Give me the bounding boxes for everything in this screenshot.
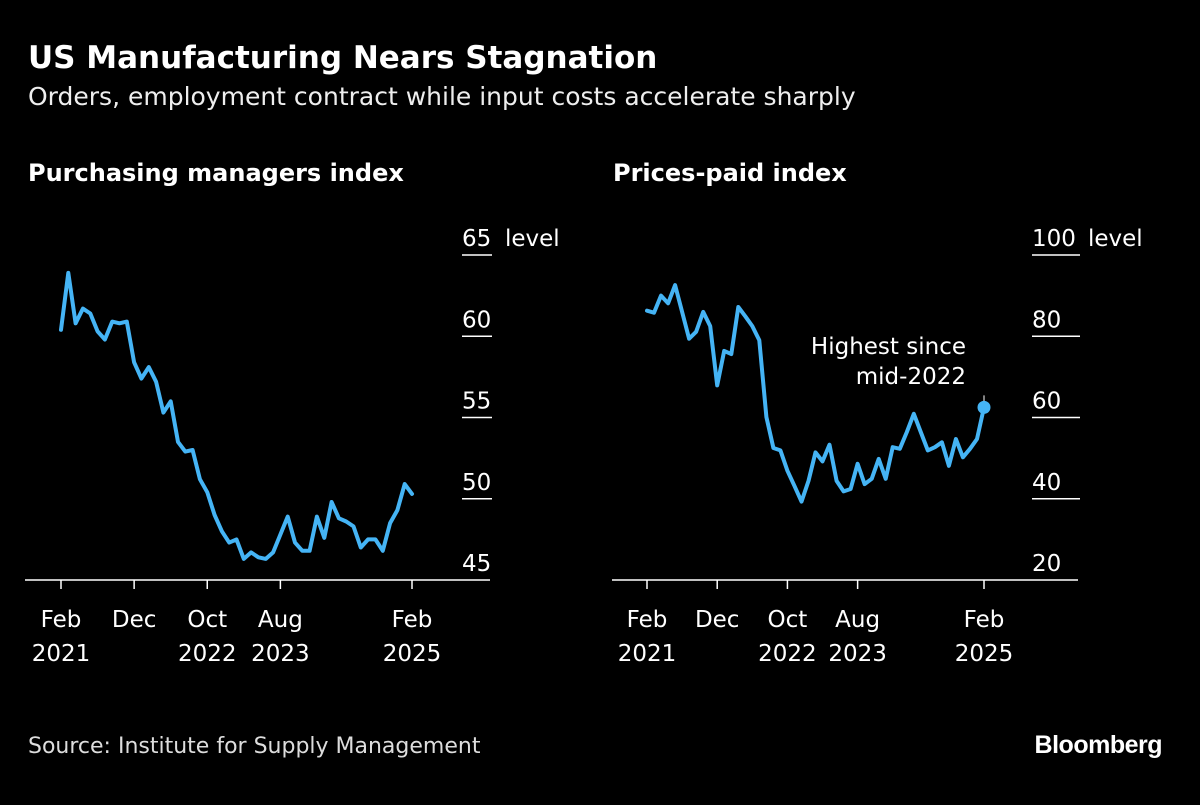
series-line (59, 270, 414, 561)
x-tick-label: Oct (187, 607, 227, 633)
y-tick-label: 100 (1032, 226, 1076, 252)
x-tick-label: Dec (112, 607, 157, 633)
x-tick-label-year: 2022 (758, 641, 817, 667)
x-tick-label: Feb (392, 607, 433, 633)
annotation-text: Highest since (811, 334, 966, 360)
x-tick-label-year: 2023 (828, 641, 887, 667)
y-tick-label: 80 (1032, 307, 1061, 333)
x-tick-label-year: 2023 (251, 641, 310, 667)
x-tick-label-year: 2021 (618, 641, 677, 667)
x-tick-label: Feb (964, 607, 1005, 633)
annotation-text-line2: mid-2022 (856, 364, 966, 390)
series-line (645, 283, 986, 504)
pmi-panel-title: Purchasing managers index (28, 159, 404, 187)
annotation-marker (977, 400, 991, 414)
source-note: Source: Institute for Supply Management (28, 734, 481, 759)
y-tick-label: 60 (1032, 389, 1061, 415)
y-tick-label: 65 (462, 226, 491, 252)
prices-paid-panel-title: Prices-paid index (613, 159, 847, 187)
x-tick-label: Feb (41, 607, 82, 633)
bloomberg-logo: Bloomberg (1034, 731, 1163, 759)
y-tick-label: 50 (462, 470, 491, 496)
x-tick-label: Dec (695, 607, 740, 633)
x-tick-label-year: 2021 (32, 641, 91, 667)
y-tick-label: 20 (1032, 551, 1061, 577)
chart-subtitle: Orders, employment contract while input … (28, 82, 856, 111)
y-axis-unit-label: level (505, 226, 560, 252)
x-tick-label-year: 2025 (955, 641, 1014, 667)
x-tick-label: Aug (835, 607, 880, 633)
prices-paid-panel: Prices-paid index 100 level 80 60 40 20 Feb 202… (612, 159, 1143, 667)
y-tick-label: 45 (462, 551, 491, 577)
x-tick-label-year: 2025 (383, 641, 442, 667)
y-tick-label: 60 (462, 307, 491, 333)
y-tick-label: 40 (1032, 470, 1061, 496)
x-tick-label: Feb (627, 607, 668, 633)
y-tick-label: 55 (462, 389, 491, 415)
x-tick-label: Aug (258, 607, 303, 633)
chart-title: US Manufacturing Nears Stagnation (28, 40, 658, 76)
y-axis-unit-label: level (1088, 226, 1143, 252)
x-tick-label: Oct (768, 607, 808, 633)
x-tick-label-year: 2022 (178, 641, 237, 667)
pmi-panel: Purchasing managers index 65 level 60 55 50 4… (25, 159, 560, 667)
